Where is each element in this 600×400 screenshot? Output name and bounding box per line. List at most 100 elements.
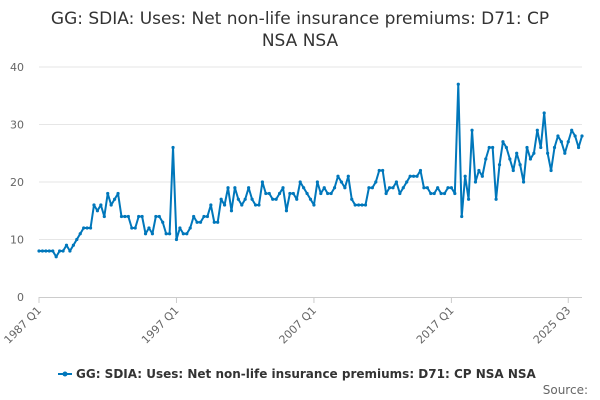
data-point[interactable] [360, 203, 364, 207]
data-point[interactable] [387, 186, 392, 190]
data-point[interactable] [198, 220, 203, 224]
data-point[interactable] [140, 214, 144, 219]
data-point[interactable] [308, 197, 313, 201]
data-point[interactable] [126, 214, 130, 219]
data-point[interactable] [99, 203, 103, 207]
data-point[interactable] [106, 191, 110, 196]
data-point[interactable] [243, 197, 247, 201]
data-point[interactable] [521, 180, 526, 184]
data-point[interactable] [556, 134, 560, 138]
data-point[interactable] [350, 197, 354, 201]
data-point[interactable] [436, 186, 440, 190]
data-point[interactable] [460, 214, 464, 219]
data-point[interactable] [394, 180, 399, 184]
data-point[interactable] [370, 186, 374, 190]
data-point[interactable] [329, 191, 333, 196]
data-point[interactable] [576, 145, 581, 150]
data-point[interactable] [47, 249, 51, 253]
data-point[interactable] [511, 168, 515, 173]
data-point[interactable] [463, 174, 467, 178]
data-point[interactable] [133, 226, 137, 230]
data-point[interactable] [205, 214, 209, 219]
data-point[interactable] [384, 191, 388, 196]
data-point[interactable] [528, 157, 533, 161]
data-point[interactable] [515, 151, 519, 155]
data-point[interactable] [147, 226, 151, 230]
legend[interactable]: GG: SDIA: Uses: Net non-life insurance p… [58, 367, 537, 381]
data-point[interactable] [291, 191, 295, 196]
data-point[interactable] [315, 180, 319, 184]
data-point[interactable] [82, 226, 86, 230]
data-point[interactable] [219, 197, 223, 201]
data-point[interactable] [494, 197, 498, 201]
data-point[interactable] [119, 214, 124, 219]
data-point[interactable] [171, 145, 175, 150]
data-point[interactable] [480, 174, 484, 178]
data-point[interactable] [552, 145, 557, 150]
data-point[interactable] [68, 249, 72, 253]
data-point[interactable] [271, 197, 275, 201]
data-point[interactable] [518, 163, 522, 167]
data-point[interactable] [109, 203, 113, 207]
data-point[interactable] [497, 163, 502, 167]
data-point[interactable] [167, 232, 172, 236]
data-point[interactable] [64, 243, 69, 247]
data-point[interactable] [363, 203, 368, 207]
data-point[interactable] [343, 186, 347, 190]
data-point[interactable] [418, 168, 423, 173]
data-point[interactable] [85, 226, 89, 230]
data-point[interactable] [247, 186, 251, 190]
data-point[interactable] [570, 128, 574, 132]
data-point[interactable] [408, 174, 412, 178]
data-point[interactable] [40, 249, 45, 253]
data-point[interactable] [240, 203, 244, 207]
data-point[interactable] [51, 249, 55, 253]
data-point[interactable] [504, 145, 508, 150]
data-point[interactable] [157, 214, 161, 219]
data-point[interactable] [374, 180, 378, 184]
data-point[interactable] [274, 197, 278, 201]
data-point[interactable] [415, 174, 419, 178]
data-point[interactable] [466, 197, 471, 201]
data-point[interactable] [573, 134, 577, 138]
data-point[interactable] [535, 128, 539, 132]
data-point[interactable] [346, 174, 350, 178]
data-point[interactable] [260, 180, 264, 184]
data-point[interactable] [181, 232, 185, 236]
data-point[interactable] [88, 226, 93, 230]
data-point[interactable] [75, 237, 79, 242]
data-point[interactable] [508, 157, 512, 161]
data-point[interactable] [305, 191, 309, 196]
data-point[interactable] [484, 157, 488, 161]
data-point[interactable] [71, 243, 75, 247]
data-point[interactable] [267, 191, 271, 196]
data-point[interactable] [542, 111, 546, 115]
data-point[interactable] [563, 151, 567, 155]
data-point[interactable] [58, 249, 62, 253]
data-point[interactable] [549, 168, 553, 173]
data-point[interactable] [546, 151, 550, 155]
data-point[interactable] [78, 232, 82, 236]
data-point[interactable] [216, 220, 220, 224]
data-point[interactable] [326, 191, 330, 196]
data-point[interactable] [532, 151, 536, 155]
data-point[interactable] [449, 186, 454, 190]
data-point[interactable] [95, 209, 100, 213]
data-point[interactable] [391, 186, 395, 190]
data-point[interactable] [154, 214, 158, 219]
data-point[interactable] [298, 180, 302, 184]
data-point[interactable] [102, 214, 106, 219]
data-point[interactable] [398, 191, 402, 196]
data-point[interactable] [178, 226, 182, 230]
data-point[interactable] [226, 186, 230, 190]
data-point[interactable] [446, 186, 450, 190]
data-point[interactable] [425, 186, 429, 190]
data-point[interactable] [284, 209, 289, 213]
data-point[interactable] [277, 191, 282, 196]
data-point[interactable] [92, 203, 96, 207]
data-point[interactable] [302, 186, 306, 190]
data-point[interactable] [288, 191, 292, 196]
data-point[interactable] [113, 197, 117, 201]
data-point[interactable] [422, 186, 426, 190]
data-point[interactable] [143, 232, 148, 236]
